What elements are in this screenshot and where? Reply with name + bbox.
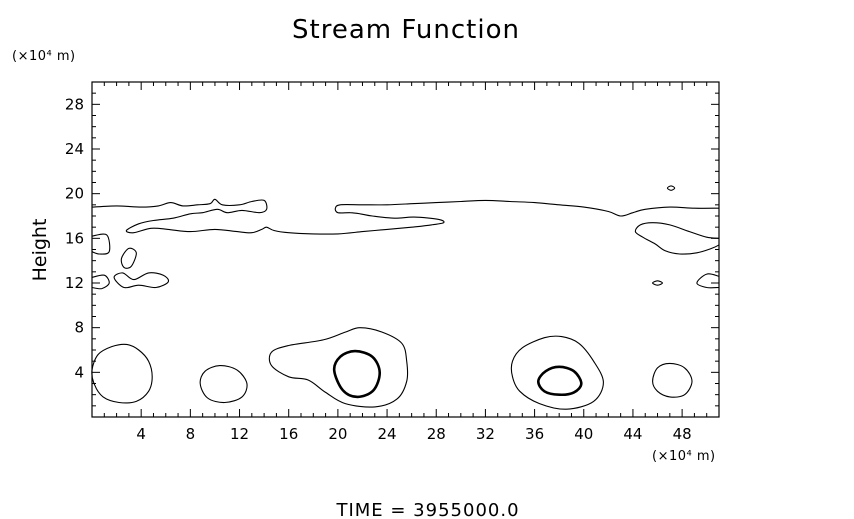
- y-tick-label: 16: [65, 229, 84, 247]
- time-footer: TIME = 3955000.0: [335, 500, 519, 519]
- chart-title: Stream Function: [292, 15, 520, 45]
- y-tick-label: 12: [65, 274, 84, 292]
- y-tick-label: 24: [65, 140, 84, 158]
- contour-c8: [120, 247, 137, 269]
- x-axis-unit: (×10⁴ m): [652, 449, 716, 464]
- x-tick-label: 32: [476, 425, 495, 443]
- y-tick-label: 8: [74, 319, 84, 337]
- contour-c14: [91, 198, 720, 235]
- y-axis-label: Height: [29, 219, 51, 282]
- contour-c13: [652, 280, 663, 286]
- contour-c3: [268, 327, 409, 408]
- contour-c11: [91, 233, 111, 255]
- x-tick-label: 40: [574, 425, 593, 443]
- x-tick-label: 28: [427, 425, 446, 443]
- x-tick-label: 4: [136, 425, 146, 443]
- y-axis-unit: (×10⁴ m): [12, 49, 76, 64]
- x-tick-label: 48: [673, 425, 692, 443]
- contour-c10: [91, 274, 110, 290]
- x-tick-label: 20: [328, 425, 347, 443]
- y-tick-label: 28: [65, 95, 84, 113]
- contour-lines: [91, 185, 720, 410]
- contour-c5: [510, 335, 604, 410]
- contour-c12: [696, 273, 720, 289]
- y-tick-label: 4: [74, 363, 84, 381]
- contour-c7: [652, 362, 693, 398]
- contour-c1: [91, 343, 153, 404]
- x-tick-label: 16: [279, 425, 298, 443]
- x-tick-label: 24: [378, 425, 397, 443]
- plot-frame: [91, 81, 720, 418]
- contour-c4: [332, 349, 382, 399]
- contour-c15: [634, 222, 720, 255]
- x-tick-label: 8: [186, 425, 196, 443]
- y-tick-label: 20: [65, 185, 84, 203]
- contour-c16: [666, 185, 676, 191]
- x-tick-label: 36: [525, 425, 544, 443]
- x-tick-label: 44: [623, 425, 642, 443]
- contour-c2: [199, 365, 248, 404]
- x-tick-label: 12: [230, 425, 249, 443]
- contour-c9: [113, 272, 170, 289]
- contour-c6: [537, 365, 583, 397]
